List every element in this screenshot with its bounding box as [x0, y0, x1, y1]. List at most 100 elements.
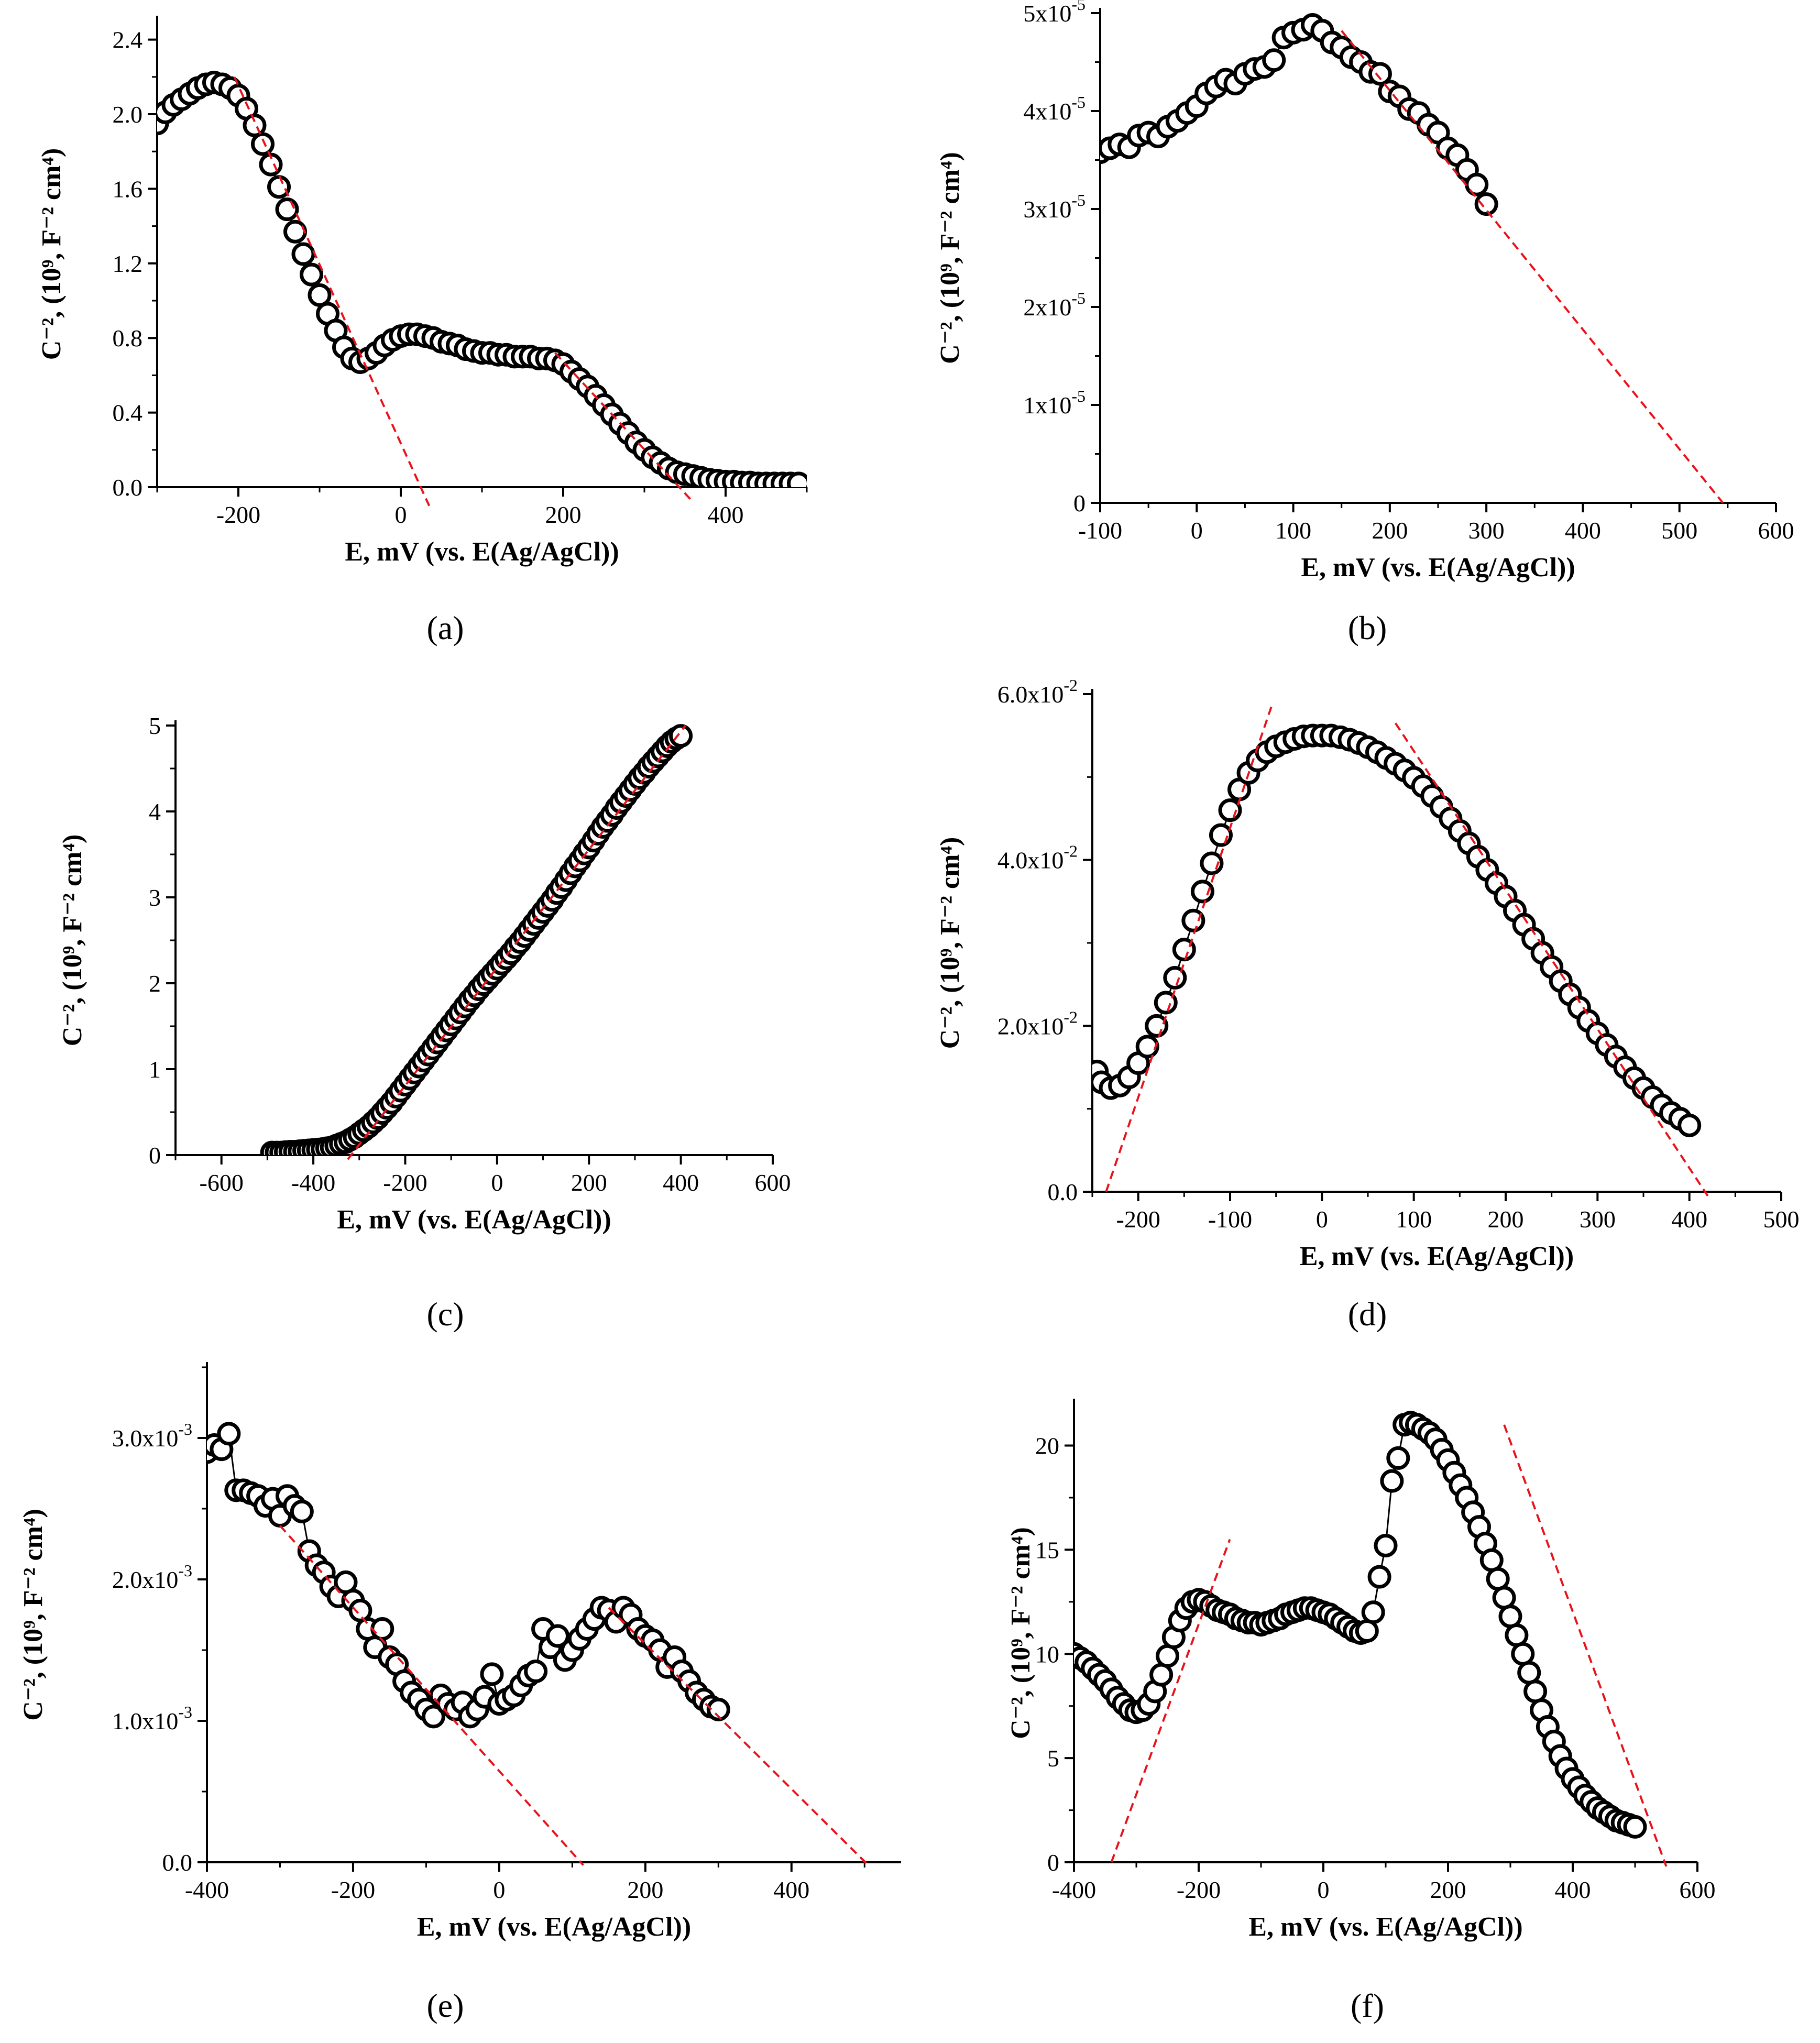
x-axis-title: E, mV (vs. E(Ag/AgCl))	[345, 537, 619, 567]
tick-exponent: -2	[1064, 842, 1078, 861]
data-point	[1145, 1014, 1169, 1038]
y-axis-title: C⁻², (10⁹, F⁻² cm⁴)	[1006, 1527, 1036, 1739]
panel-label: (f)	[1351, 1987, 1384, 2024]
y-tick-label: 1.0x10-3	[112, 1702, 192, 1734]
y-axis-title: C⁻², (10⁹, F⁻² cm⁴)	[37, 148, 67, 360]
x-tick-label: 200	[545, 501, 582, 528]
panel-label: (e)	[426, 1987, 464, 2024]
y-tick-label: 3	[149, 884, 161, 911]
y-tick-label: 20	[1035, 1433, 1059, 1459]
y-tick-label: 0.4	[113, 400, 143, 426]
x-axis-title: E, mV (vs. E(Ag/AgCl))	[1301, 553, 1575, 583]
plot-area	[1074, 1411, 1647, 1839]
x-tick-label: -400	[185, 1876, 229, 1903]
x-tick-label: -400	[291, 1169, 335, 1196]
fit-line	[1503, 1424, 1668, 1867]
y-tick-label: 5	[149, 712, 161, 739]
x-tick-label: -600	[200, 1169, 244, 1196]
y-tick-label: 1.2	[113, 250, 143, 277]
data-point	[1380, 1469, 1404, 1493]
x-tick-label: 200	[627, 1876, 663, 1903]
data-point	[1181, 908, 1205, 932]
x-tick-label: 400	[1555, 1876, 1591, 1903]
y-tick-label: 2.0x10-2	[997, 1007, 1078, 1039]
fit-line	[347, 724, 686, 1160]
x-tick-label: 0	[1191, 517, 1203, 544]
data-point	[283, 219, 307, 244]
fit-line	[554, 352, 694, 503]
data-point	[1355, 1619, 1379, 1643]
x-tick-label: 600	[755, 1169, 791, 1196]
x-tick-label: 300	[1468, 517, 1505, 544]
y-tick-label: 6.0x10-2	[997, 676, 1078, 708]
data-point	[1262, 48, 1286, 72]
x-tick-label: -200	[216, 501, 260, 528]
data-point	[1511, 1642, 1535, 1666]
x-tick-label: 400	[773, 1876, 809, 1903]
x-tick-label: 100	[1396, 1206, 1432, 1233]
data-point	[1172, 938, 1196, 962]
fit-line	[1105, 706, 1273, 1192]
x-tick-label: 400	[1565, 517, 1601, 544]
data-point	[1465, 172, 1489, 196]
y-tick-label: 2	[149, 970, 161, 997]
y-tick-label: 0.8	[113, 325, 143, 352]
y-axis-title: C⁻², (10⁹, F⁻² cm⁴)	[58, 834, 87, 1047]
data-point	[1474, 192, 1498, 216]
data-point	[1163, 966, 1187, 990]
y-tick-label: 5	[1047, 1745, 1059, 1772]
y-tick-label: 0.0	[162, 1849, 193, 1876]
data-point	[217, 1422, 241, 1446]
x-tick-label: 0	[491, 1169, 503, 1196]
x-tick-label: 500	[1763, 1206, 1800, 1233]
data-point	[1367, 1565, 1391, 1589]
y-tick-label: 1x10-5	[1023, 387, 1086, 419]
x-tick-label: -200	[1177, 1876, 1221, 1903]
y-tick-label: 3x10-5	[1023, 191, 1086, 223]
x-axis-title: E, mV (vs. E(Ag/AgCl))	[417, 1912, 691, 1942]
data-point	[1374, 1533, 1398, 1557]
x-tick-label: 600	[1680, 1876, 1716, 1903]
fit-line	[1110, 1539, 1231, 1863]
data-point	[1517, 1661, 1541, 1685]
x-tick-label: -200	[383, 1169, 427, 1196]
data-point	[300, 262, 323, 287]
tick-exponent: -5	[1071, 289, 1086, 307]
data-point	[421, 1705, 445, 1729]
y-tick-label: 4	[149, 798, 161, 825]
data-point	[524, 1660, 548, 1683]
data-point	[1361, 1600, 1385, 1624]
data-point	[1678, 1113, 1702, 1137]
x-tick-label: -100	[1208, 1206, 1252, 1233]
data-point	[290, 1499, 314, 1523]
y-tick-label: 0	[149, 1142, 161, 1169]
panel-label: (c)	[426, 1295, 464, 1333]
panel-d: -200 -100 0 100 200 300 400 500 0.0 2.0x10-2 4.0x1…	[935, 676, 1800, 1333]
y-tick-label: 1	[149, 1056, 161, 1083]
y-tick-label: 0	[1047, 1849, 1059, 1876]
series-line	[207, 1431, 719, 1718]
plot-area	[1100, 13, 1498, 216]
data-point	[787, 471, 807, 487]
data-point	[1156, 1644, 1179, 1668]
x-tick-label: 0	[1316, 1206, 1328, 1233]
data-point	[1218, 798, 1242, 822]
y-tick-label: 2x10-5	[1023, 289, 1086, 321]
x-tick-label: 600	[1758, 517, 1794, 544]
data-point	[275, 197, 299, 222]
x-tick-label: 0	[1318, 1876, 1330, 1903]
tick-exponent: -2	[1064, 676, 1078, 695]
data-point	[1479, 1548, 1504, 1572]
x-tick-label: -400	[1052, 1876, 1096, 1903]
y-tick-label: 5x10-5	[1023, 0, 1086, 27]
x-tick-label: 300	[1580, 1206, 1616, 1233]
data-point	[545, 1624, 569, 1648]
x-tick-label: 200	[571, 1169, 607, 1196]
x-tick-label: 400	[708, 501, 744, 528]
x-tick-label: -200	[331, 1876, 375, 1903]
y-axis-title: C⁻², (10⁹, F⁻² cm⁴)	[935, 837, 965, 1049]
panel-c: -600 -400 -200 0 200 400 600 0 1 2 3 4 5 E, mV (vs. E…	[58, 712, 791, 1333]
data-point	[1492, 1586, 1516, 1610]
y-tick-label: 2.0	[113, 101, 143, 128]
